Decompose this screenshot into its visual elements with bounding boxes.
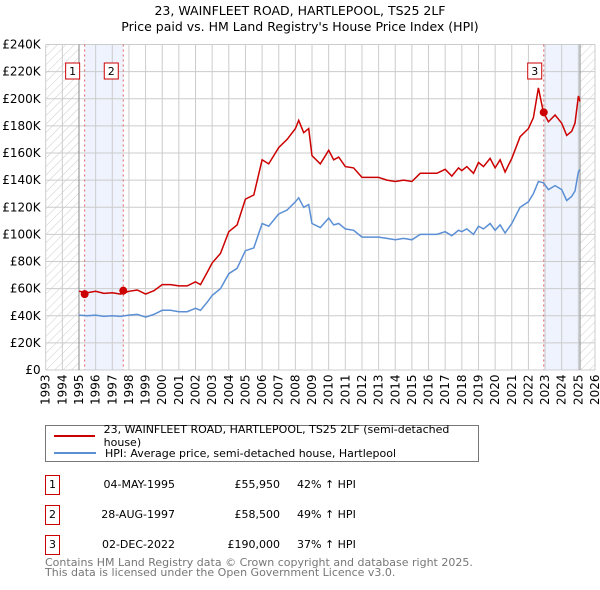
x-tick-label: 2007 — [272, 374, 286, 405]
x-tick-label: 2016 — [422, 374, 436, 405]
licence-text: This data is licensed under the Open Gov… — [45, 566, 396, 579]
x-tick-label: 2015 — [405, 374, 419, 405]
transaction-row: 2 28-AUG-1997 £58,500 49% ↑ HPI — [45, 505, 545, 525]
x-tick-label: 2026 — [588, 374, 600, 405]
y-tick-label: £120K — [2, 200, 42, 214]
x-tick-label: 1994 — [55, 374, 69, 405]
y-tick-label: £180K — [2, 119, 42, 133]
x-tick-label: 2025 — [571, 374, 585, 405]
y-tick-label: £240K — [2, 38, 42, 52]
transaction-hpi: 37% ↑ HPI — [297, 538, 356, 551]
x-tick-label: 2011 — [338, 374, 352, 405]
y-tick-label: £40K — [10, 309, 42, 323]
y-tick-label: £0 — [25, 363, 40, 377]
transaction-hpi: 42% ↑ HPI — [297, 478, 356, 491]
x-tick-label: 2014 — [388, 374, 402, 405]
hpi-line — [78, 168, 581, 318]
x-tick-label: 2017 — [438, 374, 452, 405]
red-line-swatch — [54, 435, 95, 437]
x-tick-label: 2022 — [521, 374, 535, 405]
price-paid-line — [78, 87, 581, 295]
legend: 23, WAINFLEET ROAD, HARTLEPOOL, TS25 2LF… — [45, 423, 479, 462]
y-tick-label: £100K — [2, 227, 42, 241]
transaction-badge: 3 — [45, 535, 60, 555]
transaction-price: £190,000 — [227, 538, 281, 551]
sale-label-box — [103, 62, 119, 80]
sale-label-box — [65, 62, 81, 80]
transaction-row: 1 04-MAY-1995 £55,950 42% ↑ HPI — [45, 475, 545, 495]
transaction-date: 02-DEC-2022 — [101, 538, 175, 551]
legend-label: HPI: Average price, semi-detached house,… — [105, 446, 397, 460]
legend-item-hpi: HPI: Average price, semi-detached house,… — [54, 445, 396, 461]
y-tick-label: £220K — [2, 65, 42, 79]
x-tick-label: 2005 — [238, 374, 252, 405]
x-tick-label: 1997 — [105, 374, 119, 405]
y-tick-label: £200K — [2, 92, 42, 106]
x-tick-label: 2020 — [488, 374, 502, 405]
price-chart: 1993 1994 1995 1996 1997 1998 1999 2000 2001 2002… — [2, 38, 600, 406]
y-tick-label: £60K — [10, 282, 42, 296]
x-tick-label: 1996 — [89, 374, 103, 405]
transaction-price: £55,950 — [234, 478, 281, 491]
x-tick-label: 2018 — [455, 374, 469, 405]
footer: Contains HM Land Registry data © Crown c… — [45, 556, 473, 579]
sale-label-box — [527, 62, 543, 80]
x-tick-label: 2006 — [255, 374, 269, 405]
y-tick-label: £140K — [2, 173, 42, 187]
x-tick-label: 2021 — [505, 374, 519, 405]
y-tick-label: £160K — [2, 146, 42, 160]
blue-line-swatch — [54, 452, 96, 454]
x-tick-label: 2024 — [555, 374, 569, 405]
transaction-date: 28-AUG-1997 — [101, 508, 175, 521]
x-tick-label: 2001 — [172, 374, 186, 405]
sale-point — [80, 290, 89, 299]
transaction-price: £58,500 — [234, 508, 281, 521]
x-tick-label: 2002 — [189, 374, 203, 405]
transaction-row: 3 02-DEC-2022 £190,000 37% ↑ HPI — [45, 535, 545, 555]
x-tick-label: 2023 — [538, 374, 552, 405]
x-tick-label: 2004 — [222, 374, 236, 405]
copyright-text: Contains HM Land Registry data © Crown c… — [45, 556, 473, 569]
x-tick-label: 2013 — [372, 374, 386, 405]
x-tick-label: 1998 — [122, 374, 136, 405]
x-tick-label: 1999 — [139, 374, 153, 405]
sale-point — [539, 108, 548, 117]
chart-title: 23, WAINFLEET ROAD, HARTLEPOOL, TS25 2LF — [154, 3, 446, 18]
x-tick-label: 2000 — [155, 374, 169, 405]
transaction-hpi: 49% ↑ HPI — [297, 508, 356, 521]
chart-subtitle: Price paid vs. HM Land Registry's House … — [121, 19, 479, 34]
sale-label: 2 — [108, 65, 115, 78]
x-tick-label: 2012 — [355, 374, 369, 405]
sale-label: 3 — [531, 65, 538, 78]
x-tick-label: 2008 — [288, 374, 302, 405]
sale-label: 1 — [69, 65, 76, 78]
transaction-badge: 2 — [45, 505, 60, 525]
y-tick-label: £80K — [10, 255, 42, 269]
y-tick-label: £20K — [10, 336, 42, 350]
x-tick-label: 1993 — [39, 374, 53, 405]
transaction-date: 04-MAY-1995 — [103, 478, 175, 491]
x-tick-label: 2010 — [322, 374, 336, 405]
sale-point — [119, 286, 128, 295]
x-tick-label: 2003 — [205, 374, 219, 405]
x-tick-label: 2019 — [471, 374, 485, 405]
legend-item-property: 23, WAINFLEET ROAD, HARTLEPOOL, TS25 2LF… — [54, 423, 478, 449]
x-tick-label: 2009 — [305, 374, 319, 405]
legend-label: 23, WAINFLEET ROAD, HARTLEPOOL, TS25 2LF… — [103, 423, 450, 449]
transaction-badge: 1 — [45, 475, 60, 495]
x-tick-label: 1995 — [72, 374, 86, 405]
